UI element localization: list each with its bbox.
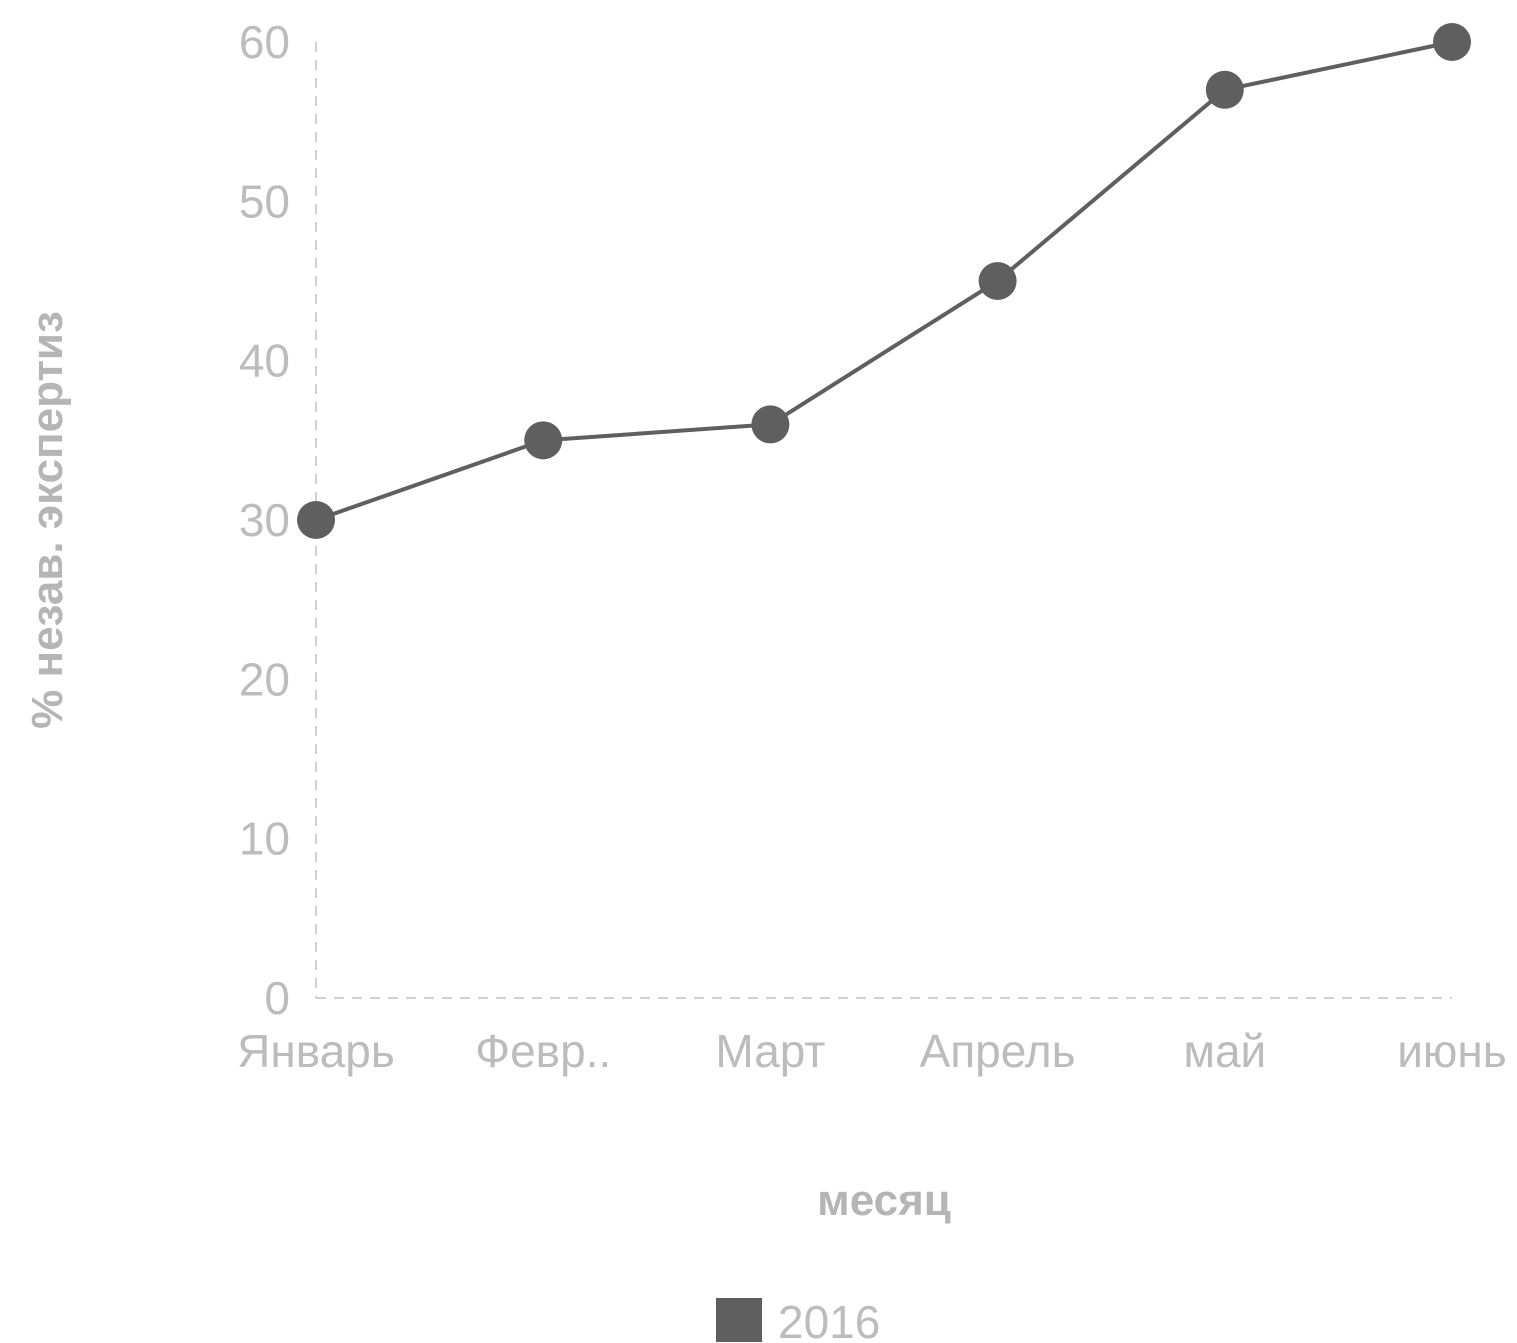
y-tick-labels: 0 10 20 30 40 50 60 — [239, 16, 290, 1024]
legend-label: 2016 — [778, 1296, 880, 1343]
x-tick-label: Январь — [237, 1025, 395, 1077]
data-point — [1205, 70, 1244, 109]
x-tick-label: Апрель — [920, 1025, 1076, 1077]
y-tick-label: 10 — [239, 813, 290, 865]
x-tick-label: Март — [715, 1025, 825, 1077]
y-tick-label: 60 — [239, 16, 290, 68]
y-tick-label: 20 — [239, 653, 290, 705]
x-tick-labels: Январь Февр.. Март Апрель май июнь — [237, 1025, 1507, 1077]
axes — [315, 42, 1452, 999]
data-point — [524, 421, 563, 460]
data-point — [1433, 23, 1471, 61]
data-point — [978, 262, 1017, 300]
y-tick-label: 50 — [239, 175, 290, 227]
y-axis-title: % незав. экспертиз — [23, 311, 72, 729]
x-axis-title: месяц — [817, 1176, 951, 1225]
x-tick-label: июнь — [1397, 1025, 1507, 1077]
y-tick-label: 30 — [239, 494, 290, 546]
data-point — [297, 501, 335, 539]
series-layer — [297, 23, 1471, 539]
y-tick-label: 40 — [239, 335, 290, 387]
legend: 2016 — [716, 1296, 880, 1343]
y-tick-label: 0 — [264, 972, 290, 1024]
legend-swatch — [716, 1298, 762, 1342]
x-tick-label: май — [1183, 1025, 1266, 1077]
series-line — [315, 40, 1453, 522]
x-tick-label: Февр.. — [475, 1025, 611, 1077]
data-point — [751, 405, 790, 444]
